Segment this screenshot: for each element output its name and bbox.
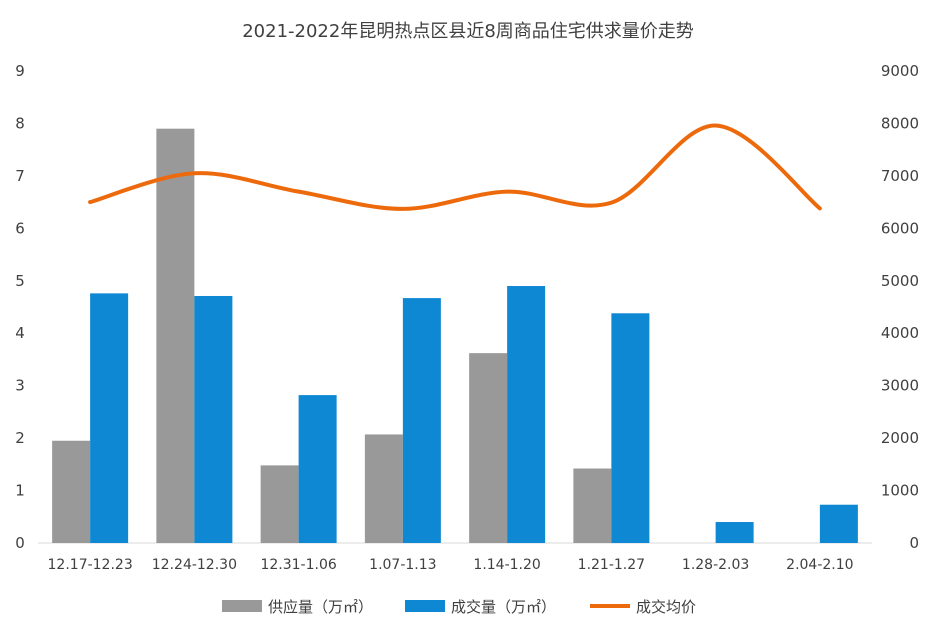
legend-label: 成交均价 xyxy=(636,598,696,616)
left-tick-label: 1 xyxy=(15,482,25,500)
right-tick-label: 7000 xyxy=(881,167,919,185)
left-tick-label: 2 xyxy=(15,429,25,447)
avg-price-point xyxy=(610,202,612,204)
deal-bar xyxy=(298,395,337,543)
deal-bar xyxy=(90,293,129,543)
x-tick-label: 2.04-2.10 xyxy=(786,557,853,573)
avg-price-point xyxy=(402,208,404,210)
avg-price-line xyxy=(88,123,822,211)
x-axis-labels: 12.17-12.23 12.24-12.30 12.31-1.06 1.07-1.1… xyxy=(48,557,854,573)
right-tick-label: 6000 xyxy=(881,219,919,237)
line-series-group xyxy=(88,123,822,211)
right-tick-label: 5000 xyxy=(881,272,919,290)
deal-bar xyxy=(819,504,858,543)
supply-bar xyxy=(52,440,91,543)
left-tick-label: 3 xyxy=(15,377,25,395)
deal-bar xyxy=(715,522,754,543)
right-tick-label: 0 xyxy=(909,534,919,552)
right-y-axis: 0 1000 2000 3000 4000 5000 6000 7000 8000 9000 xyxy=(881,62,919,552)
right-tick-label: 2000 xyxy=(881,429,919,447)
x-tick-label: 1.28-2.03 xyxy=(682,557,749,573)
left-tick-label: 9 xyxy=(15,62,25,80)
x-tick-label: 12.31-1.06 xyxy=(260,557,336,573)
deal-bar xyxy=(507,286,546,543)
supply-bar xyxy=(364,434,403,543)
deal-bar xyxy=(611,313,650,543)
bar-series-group xyxy=(52,128,858,543)
right-tick-label: 8000 xyxy=(881,114,919,132)
right-tick-label: 3000 xyxy=(881,377,919,395)
legend-swatch xyxy=(405,600,445,612)
x-tick-label: 12.17-12.23 xyxy=(48,557,133,573)
left-tick-label: 8 xyxy=(15,114,25,132)
x-tick-label: 1.14-1.20 xyxy=(473,557,540,573)
legend-label: 成交量（万㎡） xyxy=(451,598,556,616)
supply-bar xyxy=(469,353,508,543)
x-tick-label: 1.07-1.13 xyxy=(369,557,436,573)
chart-title: 2021-2022年昆明热点区县近8周商品住宅供求量价走势 xyxy=(242,21,694,42)
avg-price-point xyxy=(819,207,821,209)
legend-swatch xyxy=(222,600,262,612)
supply-bar xyxy=(573,468,612,543)
avg-price-point xyxy=(715,125,717,127)
deal-bar xyxy=(194,295,233,543)
left-y-axis: 0 1 2 3 4 5 6 7 8 9 xyxy=(15,62,25,552)
x-tick-label: 12.24-12.30 xyxy=(152,557,237,573)
avg-price-point xyxy=(298,191,300,193)
left-tick-label: 7 xyxy=(15,167,25,185)
supply-bar xyxy=(260,465,299,543)
avg-price-point xyxy=(193,172,195,174)
left-tick-label: 4 xyxy=(15,324,25,342)
x-tick-label: 1.21-1.27 xyxy=(578,557,645,573)
left-tick-label: 6 xyxy=(15,219,25,237)
right-tick-label: 1000 xyxy=(881,482,919,500)
deal-bar xyxy=(402,298,441,543)
left-tick-label: 0 xyxy=(15,534,25,552)
right-tick-label: 4000 xyxy=(881,324,919,342)
left-tick-label: 5 xyxy=(15,272,25,290)
right-tick-label: 9000 xyxy=(881,62,919,80)
avg-price-point xyxy=(89,201,91,203)
legend-label: 供应量（万㎡） xyxy=(268,598,373,616)
legend: 供应量（万㎡） 成交量（万㎡） 成交均价 xyxy=(222,598,696,616)
supply-bar xyxy=(156,128,195,543)
avg-price-point xyxy=(506,191,508,193)
